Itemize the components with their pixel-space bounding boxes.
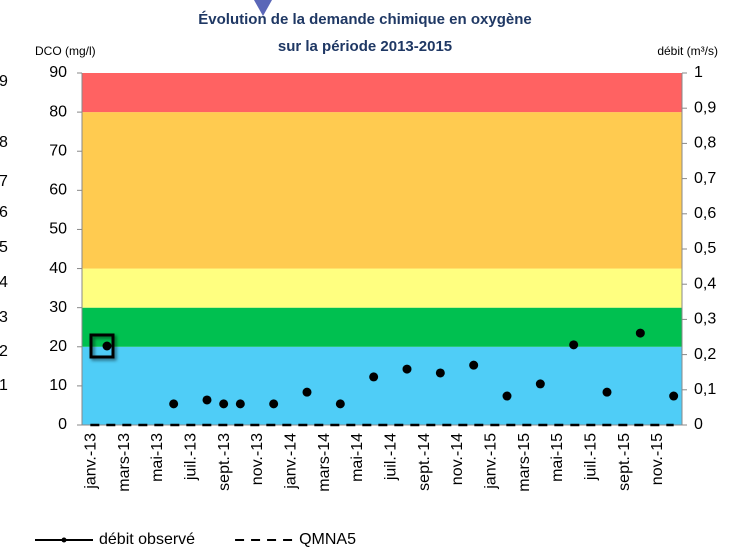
data-point [469, 360, 479, 370]
y-tick-label: 80 [49, 103, 67, 120]
x-tick-label: juil.-13 [183, 433, 200, 481]
y2-tick-label: 0,7 [694, 170, 716, 187]
x-tick-group: juil.-13 [183, 433, 200, 481]
y2-tick-label: 0 [694, 416, 703, 433]
cropped-label: 9 [0, 73, 8, 90]
data-point [669, 391, 679, 401]
x-tick-label: mai-15 [549, 433, 566, 482]
y2-tick-label: 0,5 [694, 240, 716, 257]
cropped-label: 5 [0, 239, 8, 256]
x-tick-group: nov.-13 [249, 433, 266, 485]
x-tick-group: mars-14 [316, 433, 333, 492]
x-tick-group: mai-14 [349, 433, 366, 482]
threshold-band [82, 307, 682, 347]
x-tick-group: janv.-14 [283, 433, 300, 490]
x-tick-group: mai-15 [549, 433, 566, 482]
data-point [335, 399, 345, 409]
x-tick-group: sept.-13 [216, 433, 233, 491]
x-tick-label: janv.-15 [483, 433, 500, 490]
x-tick-label: mai-13 [149, 433, 166, 482]
y-tick-label: 0 [58, 416, 67, 433]
cropped-label: 8 [0, 134, 8, 151]
y2-tick-label: 0,9 [694, 99, 716, 116]
cropped-label: 2 [0, 343, 8, 360]
legend-label: débit observé [99, 531, 195, 548]
threshold-band [82, 73, 682, 113]
x-tick-label: juil.-14 [383, 433, 400, 481]
x-tick-label: nov.-13 [249, 433, 266, 485]
y-tick-label: 10 [49, 377, 67, 394]
data-point [369, 372, 379, 382]
x-tick-group: sept.-14 [416, 433, 433, 491]
y2-tick-label: 0,3 [694, 311, 716, 328]
threshold-band [82, 112, 682, 269]
cropped-label: 1 [0, 377, 8, 394]
data-point [502, 391, 512, 401]
x-tick-label: sept.-15 [616, 433, 633, 491]
x-tick-label: sept.-14 [416, 433, 433, 491]
legend-marker [61, 537, 67, 543]
x-tick-group: nov.-15 [649, 433, 666, 485]
x-tick-group: nov.-14 [449, 433, 466, 485]
x-tick-group: juil.-14 [383, 433, 400, 481]
data-point [302, 387, 312, 397]
data-point [169, 399, 179, 409]
y-tick-label: 20 [49, 338, 67, 355]
data-point [202, 395, 212, 405]
x-tick-label: juil.-15 [583, 433, 600, 481]
legend-label: QMNA5 [299, 531, 356, 548]
y2-tick-label: 0,2 [694, 346, 716, 363]
y2-tick-label: 0,4 [694, 275, 716, 292]
data-point [569, 340, 579, 350]
y-tick-label: 30 [49, 299, 67, 316]
x-tick-group: janv.-13 [83, 433, 100, 490]
x-tick-label: sept.-13 [216, 433, 233, 491]
x-tick-label: mars-15 [516, 433, 533, 492]
x-tick-label: mai-14 [349, 433, 366, 482]
x-tick-group: mars-13 [116, 433, 133, 492]
x-tick-label: nov.-15 [649, 433, 666, 485]
chart-subtitle: sur la période 2013-2015 [278, 38, 452, 55]
x-tick-group: mars-15 [516, 433, 533, 492]
threshold-band [82, 268, 682, 308]
data-point [269, 399, 279, 409]
y2-axis-title: débit (m³/s) [657, 44, 718, 58]
y-tick-label: 50 [49, 221, 67, 238]
threshold-band [82, 346, 682, 425]
highlight-box [89, 333, 115, 359]
y-tick-label: 60 [49, 182, 67, 199]
y-axis-title: DCO (mg/l) [35, 44, 96, 58]
x-tick-label: janv.-13 [83, 433, 100, 490]
y2-tick-label: 0,1 [694, 381, 716, 398]
y2-tick-label: 0,6 [694, 205, 716, 222]
x-tick-label: mars-13 [116, 433, 133, 492]
x-tick-group: mai-13 [149, 433, 166, 482]
y2-tick-label: 1 [694, 64, 703, 81]
data-point [435, 368, 445, 378]
y-tick-label: 90 [49, 64, 67, 81]
x-tick-label: janv.-14 [283, 433, 300, 490]
data-point [602, 387, 612, 397]
y-tick-label: 70 [49, 142, 67, 159]
x-tick-group: juil.-15 [583, 433, 600, 481]
cropped-label: 6 [0, 204, 8, 221]
x-tick-group: sept.-15 [616, 433, 633, 491]
cropped-label: 3 [0, 309, 8, 326]
chart-title: Évolution de la demande chimique en oxyg… [198, 11, 531, 28]
data-point [635, 328, 645, 338]
pointer-triangle [254, 0, 272, 16]
x-tick-group: janv.-15 [483, 433, 500, 490]
data-point [402, 364, 412, 374]
x-tick-label: mars-14 [316, 433, 333, 492]
x-tick-label: nov.-14 [449, 433, 466, 485]
cropped-label: 7 [0, 173, 8, 190]
data-point [535, 379, 545, 389]
y-tick-label: 40 [49, 260, 67, 277]
cropped-label: 4 [0, 274, 8, 291]
data-point [102, 341, 112, 351]
y2-tick-label: 0,8 [694, 135, 716, 152]
data-point [235, 399, 245, 409]
data-point [219, 399, 229, 409]
